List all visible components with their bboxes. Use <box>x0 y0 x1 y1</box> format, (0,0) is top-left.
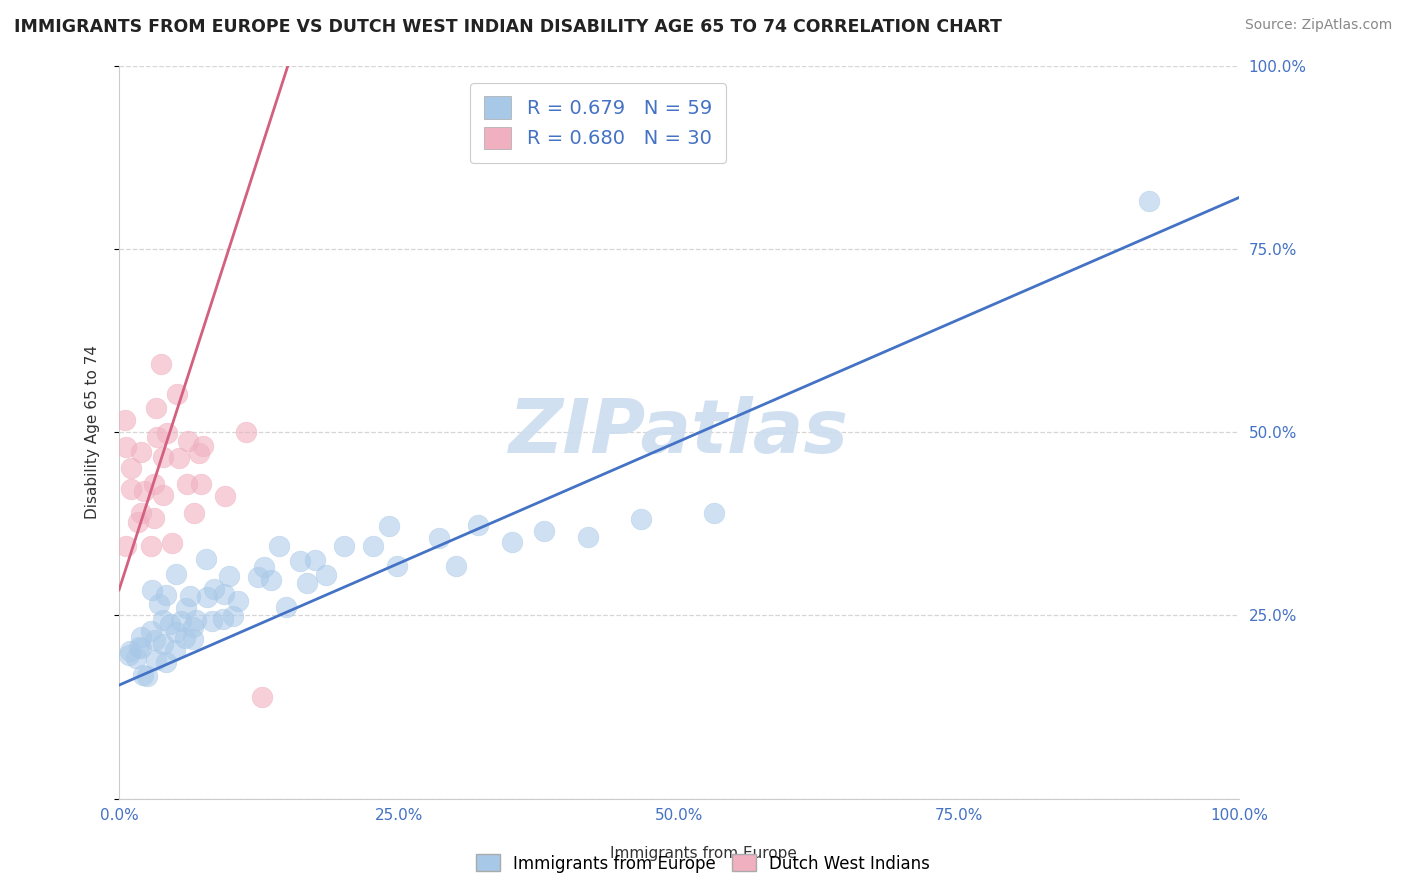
Point <box>114 413 136 427</box>
Text: IMMIGRANTS FROM EUROPE VS DUTCH WEST INDIAN DISABILITY AGE 65 TO 74 CORRELATION : IMMIGRANTS FROM EUROPE VS DUTCH WEST IND… <box>14 18 1002 36</box>
Point <box>212 612 235 626</box>
Point <box>191 439 214 453</box>
Point <box>152 637 174 651</box>
Point <box>155 588 177 602</box>
Y-axis label: Disability Age 65 to 74: Disability Age 65 to 74 <box>86 345 100 519</box>
Point <box>174 632 197 646</box>
Point <box>139 539 162 553</box>
Point <box>165 625 187 640</box>
Point <box>259 573 281 587</box>
Point <box>176 477 198 491</box>
Point <box>156 425 179 440</box>
Point <box>195 590 218 604</box>
Point <box>467 518 489 533</box>
Point <box>165 642 187 657</box>
Point <box>155 655 177 669</box>
Point <box>145 653 167 667</box>
Point <box>159 617 181 632</box>
Point <box>131 506 153 520</box>
Point <box>131 630 153 644</box>
Point <box>152 488 174 502</box>
Point <box>118 648 141 662</box>
Point <box>134 483 156 498</box>
Point <box>202 582 225 596</box>
Point <box>160 536 183 550</box>
Point <box>152 613 174 627</box>
Point <box>115 539 138 553</box>
Point <box>576 529 599 543</box>
Point <box>131 640 153 655</box>
Point <box>304 553 326 567</box>
Point <box>333 539 356 553</box>
Point <box>377 519 399 533</box>
Point <box>114 440 136 454</box>
Point <box>145 430 167 444</box>
Point <box>128 640 150 654</box>
Point <box>165 567 187 582</box>
Text: Source: ZipAtlas.com: Source: ZipAtlas.com <box>1244 18 1392 32</box>
Point <box>444 559 467 574</box>
Point <box>533 524 555 538</box>
Point <box>143 511 166 525</box>
Point <box>139 624 162 639</box>
Point <box>132 668 155 682</box>
Legend: R = 0.679   N = 59, R = 0.680   N = 30: R = 0.679 N = 59, R = 0.680 N = 30 <box>471 83 725 162</box>
Text: ZIPatlas: ZIPatlas <box>509 396 849 468</box>
Point <box>135 668 157 682</box>
Point <box>1137 194 1160 208</box>
Point <box>181 620 204 634</box>
Point <box>127 515 149 529</box>
Point <box>214 489 236 503</box>
Point <box>201 614 224 628</box>
Point <box>152 450 174 464</box>
Point <box>183 506 205 520</box>
Point <box>252 690 274 705</box>
Point <box>212 587 235 601</box>
Point <box>169 614 191 628</box>
Point <box>252 559 274 574</box>
Point <box>120 482 142 496</box>
Point <box>120 461 142 475</box>
Point <box>222 608 245 623</box>
Point <box>501 534 523 549</box>
Point <box>276 600 298 615</box>
Point <box>226 594 249 608</box>
Point <box>148 598 170 612</box>
Point <box>295 576 318 591</box>
Point <box>235 425 257 439</box>
Point <box>174 600 197 615</box>
Point <box>288 554 311 568</box>
Point <box>703 506 725 520</box>
Point <box>166 386 188 401</box>
Point <box>145 401 167 415</box>
Point <box>149 358 172 372</box>
Point <box>181 632 204 646</box>
Legend: Immigrants from Europe, Dutch West Indians: Immigrants from Europe, Dutch West India… <box>470 847 936 880</box>
Point <box>177 434 200 448</box>
Point <box>361 540 384 554</box>
Point <box>184 613 207 627</box>
Point <box>143 477 166 491</box>
Point <box>267 539 290 553</box>
Point <box>167 450 190 465</box>
Point <box>188 446 211 460</box>
Point <box>315 568 337 582</box>
Point <box>190 476 212 491</box>
Point <box>387 559 409 574</box>
Point <box>427 531 450 545</box>
Point <box>630 512 652 526</box>
Point <box>141 582 163 597</box>
Point <box>125 651 148 665</box>
Point <box>218 569 240 583</box>
Point <box>129 445 152 459</box>
Point <box>120 644 142 658</box>
Point <box>179 589 201 603</box>
Point <box>247 570 270 584</box>
Point <box>143 632 166 647</box>
Point <box>195 552 218 566</box>
Text: Immigrants from Europe: Immigrants from Europe <box>610 846 796 861</box>
